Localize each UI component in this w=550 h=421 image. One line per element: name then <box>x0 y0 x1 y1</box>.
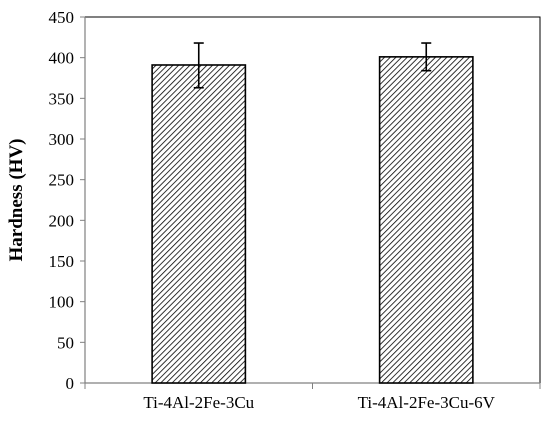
error-bars <box>193 42 432 89</box>
x-category-label: Ti-4Al-2Fe-3Cu <box>143 393 254 412</box>
x-category-labels: Ti-4Al-2Fe-3Cu Ti-4Al-2Fe-3Cu-6V <box>143 393 495 412</box>
y-tick-label: 100 <box>49 293 75 312</box>
y-axis-title: Hardness (HV) <box>6 139 27 262</box>
y-tick-label: 200 <box>49 211 75 230</box>
y-tick-label: 450 <box>49 8 75 27</box>
x-category-label: Ti-4Al-2Fe-3Cu-6V <box>358 393 496 412</box>
y-tick-label: 250 <box>49 171 75 190</box>
y-tick-label: 400 <box>49 49 75 68</box>
y-tick-label: 350 <box>49 89 75 108</box>
y-tick-label: 150 <box>49 252 75 271</box>
y-tick-labels: 0 50 100 150 200 250 300 350 400 450 <box>49 8 75 393</box>
bars <box>151 56 474 384</box>
y-tick-label: 50 <box>57 333 74 352</box>
bar <box>151 64 247 384</box>
y-tick-label: 0 <box>66 374 75 393</box>
y-tick-label: 300 <box>49 130 75 149</box>
bar <box>378 56 474 384</box>
